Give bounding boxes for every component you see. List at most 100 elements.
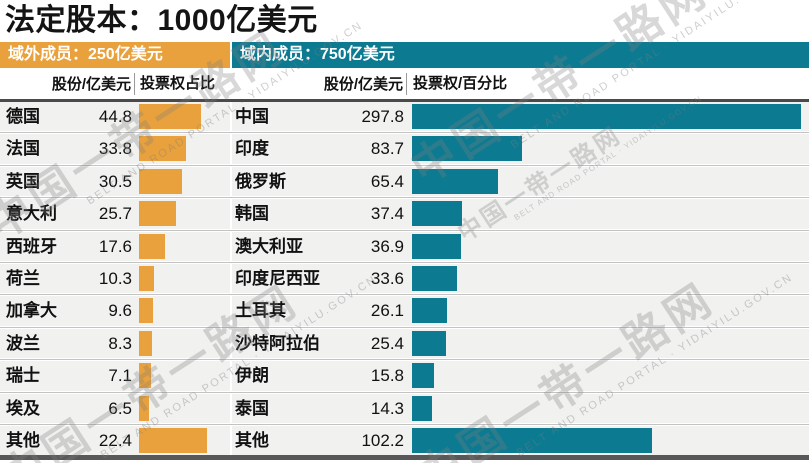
col-header-vote-left: 投票权占比 — [134, 72, 230, 95]
section-divider — [230, 296, 232, 326]
share-value-left: 7.1 — [108, 366, 132, 386]
country-label-left: 其他 — [6, 430, 40, 450]
share-value-right: 25.4 — [370, 333, 404, 353]
section-divider — [230, 166, 232, 197]
vote-bar-cell-left — [139, 296, 230, 325]
vote-bar-right — [412, 395, 432, 421]
page-title: 法定股本：1000亿美元 — [5, 4, 318, 37]
vote-bar-cell-right — [412, 296, 809, 325]
country-label-left: 波兰 — [6, 333, 40, 353]
vote-bar-right — [412, 201, 462, 227]
country-label-right: 土耳其 — [235, 301, 286, 321]
country-label-left: 埃及 — [6, 398, 40, 418]
share-value-right: 297.8 — [361, 107, 404, 126]
country-label-left: 西班牙 — [6, 236, 57, 256]
vote-bar-cell-left — [139, 361, 230, 390]
vote-bar-right — [412, 265, 457, 291]
share-value-right: 83.7 — [370, 139, 404, 159]
vote-bar-cell-left — [139, 232, 230, 261]
vote-bar-cell-right — [412, 264, 809, 293]
vote-bar-cell-right — [412, 199, 809, 228]
vote-bar-cell-right — [412, 102, 809, 131]
vote-bar-left — [139, 233, 165, 259]
vote-bar-right — [412, 233, 461, 259]
col-header-share-right: 股份/亿美元 — [323, 76, 403, 93]
vote-bar-right — [412, 104, 801, 129]
section-divider — [230, 42, 232, 68]
vote-bar-right — [412, 136, 522, 162]
table-row: 瑞士 7.1 伊朗 15.8 — [0, 361, 809, 394]
table-row: 德国 44.8 中国 297.8 — [0, 102, 809, 135]
vote-bar-left — [139, 136, 186, 162]
share-value-right: 14.3 — [370, 398, 404, 418]
section-divider — [230, 425, 232, 456]
column-header-row: 股份/亿美元 投票权占比 股份/亿美元 投票权/百分比 — [0, 68, 809, 99]
table-row: 意大利 25.7 韩国 37.4 — [0, 199, 809, 232]
table-row: 加拿大 9.6 土耳其 26.1 — [0, 296, 809, 329]
vote-bar-left — [139, 330, 152, 356]
section-divider — [230, 393, 232, 423]
section-divider — [230, 361, 232, 391]
country-label-left: 意大利 — [6, 204, 57, 224]
section-header-nonregional: 域外成员：250亿美元 — [0, 42, 230, 68]
share-value-left: 44.8 — [98, 107, 132, 126]
vote-bar-cell-right — [412, 167, 809, 196]
country-label-left: 荷兰 — [6, 268, 40, 288]
vote-bar-cell-left — [139, 329, 230, 358]
bottom-rule — [0, 455, 809, 461]
country-label-left: 法国 — [6, 139, 40, 159]
share-value-left: 9.6 — [108, 301, 132, 321]
share-value-left: 10.3 — [98, 268, 132, 288]
country-label-right: 印度 — [235, 139, 269, 159]
country-label-left: 瑞士 — [6, 366, 40, 386]
vote-bar-cell-left — [139, 102, 230, 131]
vote-bar-cell-right — [412, 394, 809, 423]
vote-bar-cell-right — [412, 134, 809, 163]
share-value-right: 36.9 — [370, 236, 404, 256]
section-header-bands: 域外成员：250亿美元 域内成员：750亿美元 — [0, 42, 809, 68]
share-value-right: 65.4 — [370, 171, 404, 191]
vote-bar-right — [412, 427, 652, 453]
vote-bar-left — [139, 395, 149, 421]
vote-bar-cell-right — [412, 329, 809, 358]
section-divider — [230, 199, 232, 229]
vote-bar-right — [412, 298, 447, 324]
country-label-right: 中国 — [235, 107, 269, 126]
section-divider — [230, 328, 232, 359]
share-value-left: 30.5 — [98, 171, 132, 191]
vote-bar-cell-right — [412, 232, 809, 261]
vote-bar-cell-left — [139, 134, 230, 163]
vote-bar-cell-left — [139, 167, 230, 196]
share-value-left: 22.4 — [98, 430, 132, 450]
data-rows: 德国 44.8 中国 297.8 法国 33.8 印度 83.7 英国 30.5 俄罗斯 65.4 意大… — [0, 102, 809, 456]
country-label-right: 韩国 — [235, 204, 269, 224]
col-header-share-left: 股份/亿美元 — [51, 76, 131, 93]
vote-bar-cell-left — [139, 426, 230, 455]
share-value-left: 17.6 — [98, 236, 132, 256]
vote-bar-left — [139, 298, 153, 324]
share-value-left: 6.5 — [108, 398, 132, 418]
vote-bar-cell-right — [412, 426, 809, 455]
vote-bar-right — [412, 168, 498, 194]
vote-bar-cell-left — [139, 394, 230, 423]
vote-bar-left — [139, 265, 154, 291]
vote-bar-left — [139, 363, 151, 389]
table-row: 波兰 8.3 沙特阿拉伯 25.4 — [0, 328, 809, 362]
country-label-right: 印度尼西亚 — [235, 268, 320, 288]
share-value-left: 8.3 — [108, 333, 132, 353]
country-label-right: 伊朗 — [235, 366, 269, 386]
table-row: 荷兰 10.3 印度尼西亚 33.6 — [0, 263, 809, 297]
section-divider — [230, 231, 232, 261]
col-header-vote-right: 投票权/百分比 — [406, 72, 809, 95]
vote-bar-left — [139, 104, 201, 129]
vote-bar-left — [139, 201, 176, 227]
share-value-left: 25.7 — [98, 204, 132, 224]
share-value-right: 26.1 — [370, 301, 404, 321]
vote-bar-cell-right — [412, 361, 809, 390]
country-label-right: 俄罗斯 — [235, 171, 286, 191]
table-row: 西班牙 17.6 澳大利亚 36.9 — [0, 231, 809, 264]
section-header-regional: 域内成员：750亿美元 — [232, 42, 809, 68]
country-label-right: 澳大利亚 — [235, 236, 303, 256]
vote-bar-right — [412, 330, 446, 356]
